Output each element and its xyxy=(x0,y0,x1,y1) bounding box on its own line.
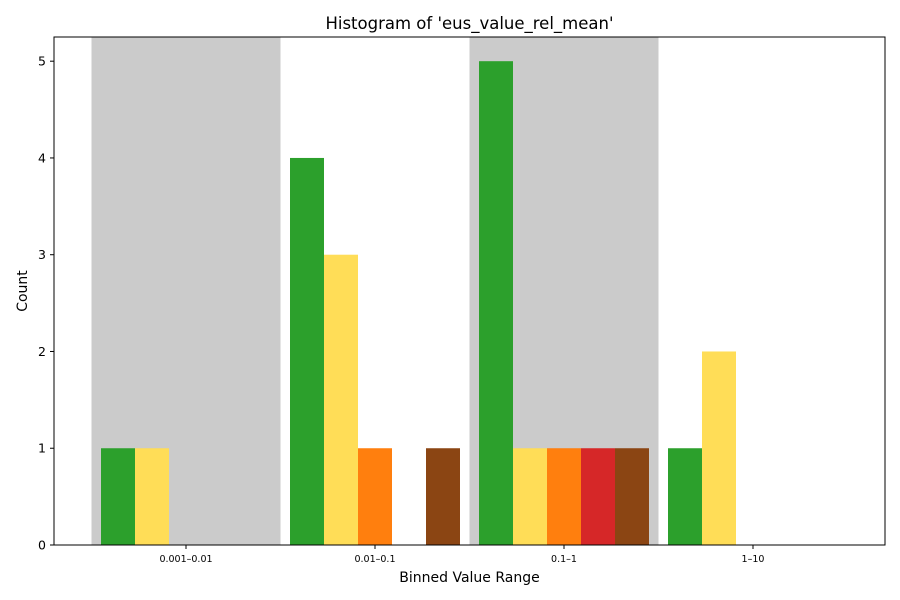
bar xyxy=(426,448,460,545)
bar xyxy=(513,448,547,545)
bar xyxy=(101,448,135,545)
y-tick-label: 3 xyxy=(38,247,46,262)
y-tick-label: 4 xyxy=(38,150,46,165)
x-tick-label: 0.001–0.01 xyxy=(159,554,212,565)
x-tick-label: 0.1–1 xyxy=(551,554,577,565)
bar xyxy=(547,448,581,545)
y-axis-label: Count xyxy=(15,270,31,312)
bar xyxy=(479,61,513,545)
y-tick-label: 5 xyxy=(38,54,46,69)
bar xyxy=(615,448,649,545)
bar xyxy=(358,448,392,545)
bar xyxy=(324,254,358,545)
bars xyxy=(101,61,736,545)
y-tick-label: 2 xyxy=(38,344,46,359)
y-tick-label: 0 xyxy=(38,538,46,553)
bar xyxy=(702,351,736,545)
bar xyxy=(581,448,615,545)
chart-title: Histogram of 'eus_value_rel_mean' xyxy=(325,14,613,34)
bar xyxy=(668,448,702,545)
x-axis-label: Binned Value Range xyxy=(399,570,539,586)
x-tick-label: 1–10 xyxy=(742,554,765,565)
bar xyxy=(290,157,324,545)
plot-frame xyxy=(53,36,886,546)
bar xyxy=(135,448,169,545)
y-tick-label: 1 xyxy=(38,441,46,456)
y-axis-ticks: 0 1 2 3 4 5 xyxy=(38,54,54,553)
x-axis-ticks: 0.001–0.01 0.01–0.1 0.1–1 1–10 xyxy=(159,545,764,565)
x-tick-label: 0.01–0.1 xyxy=(354,554,395,565)
